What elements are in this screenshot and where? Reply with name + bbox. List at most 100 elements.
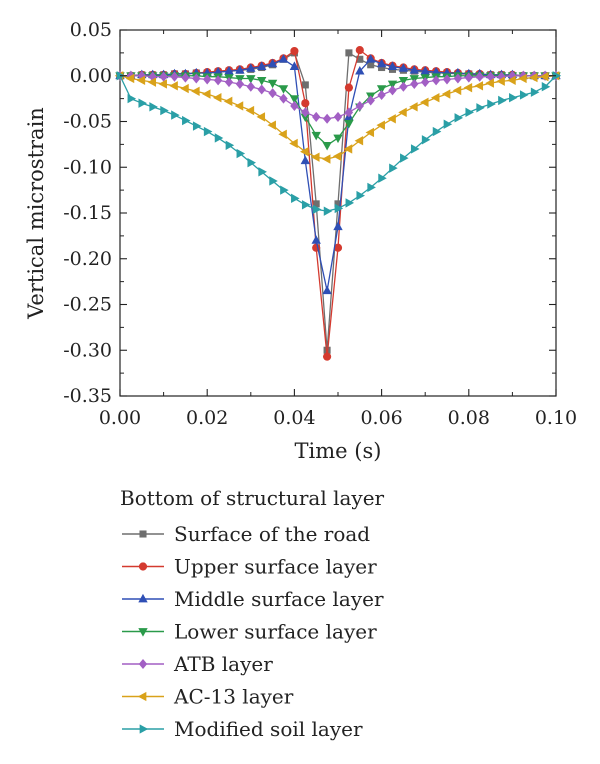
data-point [530,87,540,97]
legend-label: Upper surface layer [174,555,377,579]
data-point [301,81,309,89]
data-point [410,78,419,90]
data-point [180,83,189,94]
data-point [476,103,485,113]
data-point [420,65,430,75]
data-point [278,85,289,94]
data-point [280,185,289,195]
data-point [443,119,453,129]
data-point [475,71,484,82]
y-tick-label: -0.20 [63,248,112,270]
data-point [388,85,397,96]
data-point [344,83,354,92]
data-point [518,73,527,84]
data-point [442,74,452,85]
data-point [367,182,376,193]
data-point [182,115,191,126]
y-tick-label: -0.10 [63,156,112,178]
data-point [387,61,398,70]
data-point [311,131,321,141]
data-point [376,58,387,68]
legend-marker [138,628,148,637]
legend-marker [138,562,148,571]
data-point [421,77,430,88]
data-point [322,113,332,124]
data-point [496,76,505,86]
data-point [432,126,442,137]
legend-item: ATB layer [122,652,273,676]
data-point [257,76,267,86]
data-point [343,144,353,154]
series-layer [114,46,562,361]
data-point [410,144,420,154]
data-point [169,81,178,91]
data-point [344,119,354,129]
data-point [333,111,343,122]
data-point [149,102,158,112]
y-axis-title: Vertical microstrain [24,107,48,320]
data-point [192,121,202,131]
data-point [225,140,235,150]
series-7 [116,71,562,216]
data-point [321,154,331,164]
data-point [125,73,135,84]
x-axis-title: Time (s) [295,439,382,463]
data-point [399,81,408,92]
data-point [301,200,311,210]
series-1 [116,49,560,354]
data-point [507,75,516,86]
data-point [333,134,343,144]
data-point [487,99,496,109]
data-point [278,54,289,63]
data-point [212,93,222,103]
legend-item: AC-13 layer [122,685,294,709]
data-point [289,95,300,104]
y-tick-label: -0.35 [63,385,112,407]
data-point [323,352,332,361]
legend-item: Modified soil layer [122,717,363,741]
data-point [355,100,364,111]
data-point [158,79,167,89]
data-point [355,46,364,55]
data-point [223,96,233,107]
data-point [365,127,375,138]
data-point [354,136,364,146]
data-point [463,82,473,93]
data-point [246,75,256,84]
data-point [202,89,211,99]
data-point [498,95,507,106]
x-tick-label: 0.06 [360,407,402,429]
data-point [452,85,462,96]
x-tick-label: 0.10 [535,407,577,429]
data-point [465,107,474,118]
data-point [301,99,310,108]
data-point [312,204,322,215]
data-point [441,89,451,99]
y-tick-label: -0.15 [63,202,112,224]
data-point [311,152,320,162]
legend-item: Surface of the road [122,522,370,546]
data-point [203,74,212,85]
data-point [291,193,300,204]
data-point [464,72,473,83]
data-point [376,120,385,130]
data-point [431,75,441,86]
data-point [387,114,396,124]
data-point [235,78,245,90]
data-point [334,203,344,214]
data-point [332,151,342,161]
data-point [541,82,551,92]
x-tick-label: 0.04 [273,407,315,429]
ticks-layer: 0.00 0.02 0.04 0.06 0.08 0.10 0.05 0.00 -0.05 -0.… [63,19,577,429]
legend-item: Lower surface layer [122,620,377,644]
series-6 [114,71,560,164]
data-point [160,105,169,116]
legend-label: AC-13 layer [173,685,294,709]
data-point [181,72,190,83]
data-point [377,89,386,100]
data-point [278,129,287,139]
data-point [366,95,375,106]
legend-label: Surface of the road [174,522,370,546]
data-point [300,155,310,165]
legend-marker [138,658,148,670]
